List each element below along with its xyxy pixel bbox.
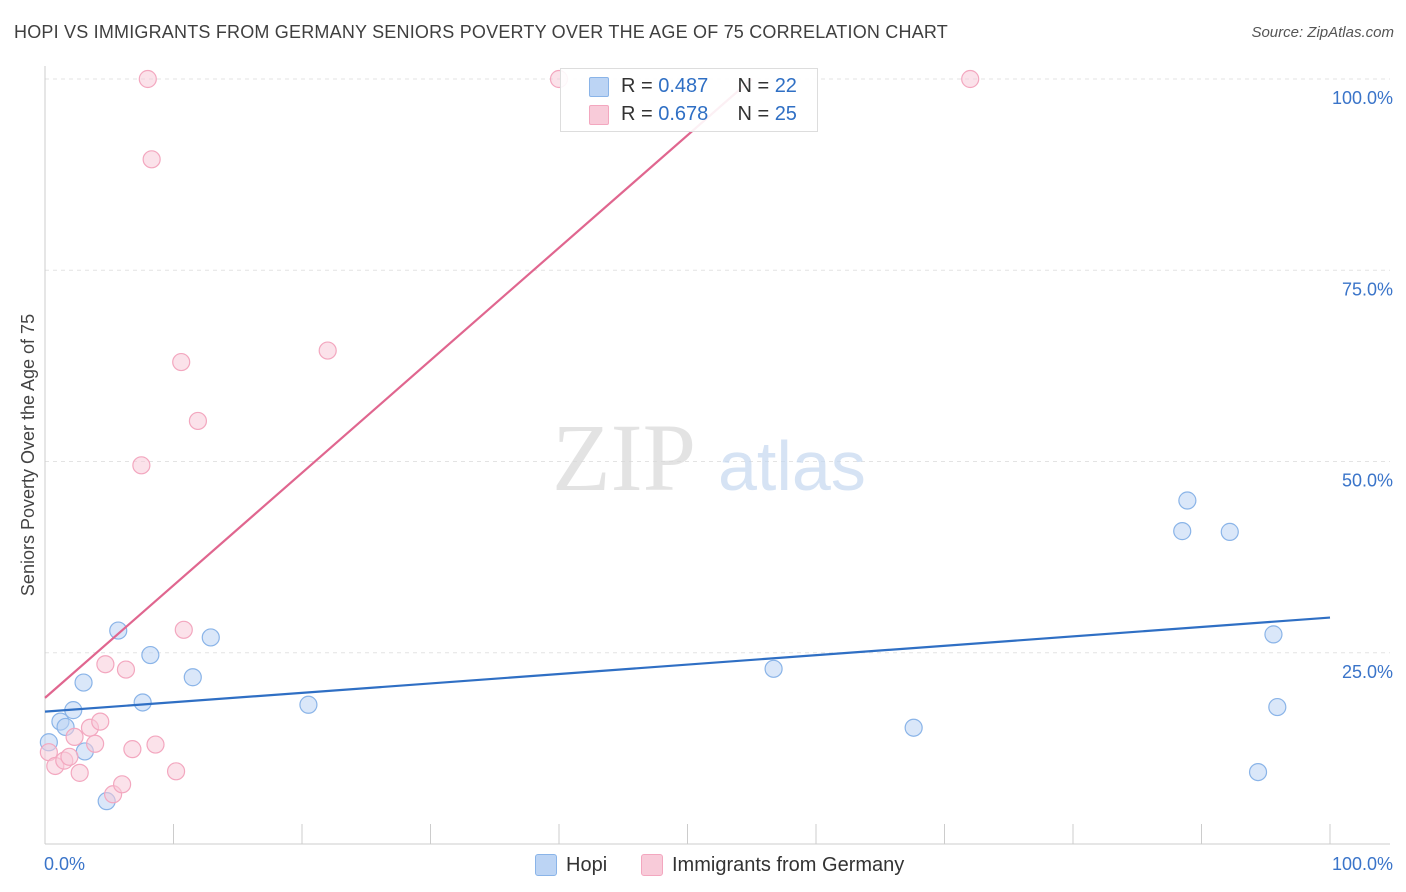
hopi-point — [1248, 762, 1268, 782]
hopi-point — [1220, 522, 1239, 541]
legend-r-value: 0.678 — [658, 103, 709, 125]
germany-trend-line — [44, 78, 753, 699]
germany-point — [112, 775, 132, 794]
y-tick-label: 50.0% — [1342, 471, 1393, 491]
legend-n-label: N = — [737, 75, 775, 97]
legend-n-value: 25 — [774, 103, 797, 125]
germany-point — [138, 69, 157, 89]
germany-point — [188, 411, 208, 431]
chart-title: HOPI VS IMMIGRANTS FROM GERMANY SENIORS … — [14, 22, 948, 42]
chart-source: Source: ZipAtlas.com — [1251, 24, 1394, 41]
series-legend: Hopi Immigrants from Germany — [0, 852, 1406, 878]
series-legend-label-hopi: Hopi — [566, 854, 608, 876]
germany-point — [65, 727, 84, 747]
legend-row-germany: R = 0.678 N = 25 — [621, 101, 797, 127]
series-legend-swatch-hopi — [535, 854, 557, 876]
hopi-trend-line — [44, 616, 1331, 713]
germany-point — [60, 747, 79, 766]
legend-n-label: N = — [737, 103, 775, 125]
germany-point — [174, 620, 193, 639]
legend-n-value: 22 — [774, 75, 797, 97]
germany-point — [318, 341, 337, 360]
germany-point — [132, 456, 151, 475]
germany-point — [961, 69, 980, 89]
x-tick-label: 100.0% — [1332, 854, 1393, 874]
watermark-atlas: atlas — [718, 427, 866, 505]
hopi-point — [133, 693, 152, 712]
germany-point — [116, 660, 136, 679]
hopi-point — [201, 628, 220, 647]
hopi-point — [109, 621, 128, 640]
germany-point — [172, 352, 191, 372]
y-tick-label: 100.0% — [1332, 88, 1393, 108]
series-legend-swatch-germany — [641, 854, 663, 876]
germany-point — [123, 740, 142, 759]
legend-swatch-germany — [589, 105, 609, 125]
legend-r-value: 0.487 — [658, 75, 709, 97]
hopi-point — [1264, 625, 1283, 644]
hopi-point — [299, 695, 318, 714]
hopi-point — [1178, 491, 1197, 510]
germany-point — [91, 712, 110, 731]
watermark-zip: ZIP — [552, 404, 696, 511]
hopi-point — [74, 673, 93, 692]
y-axis-label: Seniors Poverty Over the Age of 75 — [18, 314, 38, 596]
y-tick-label: 25.0% — [1342, 662, 1393, 682]
germany-point — [96, 655, 115, 674]
series-legend-label-germany: Immigrants from Germany — [672, 854, 905, 876]
germany-point — [70, 763, 89, 782]
hopi-point — [1268, 697, 1287, 717]
hopi-point — [183, 668, 202, 687]
legend-r-label: R = — [621, 75, 659, 97]
hopi-point — [764, 659, 783, 678]
hopi-point — [1173, 522, 1192, 541]
legend-swatch-hopi — [589, 77, 609, 97]
germany-point — [146, 735, 165, 754]
germany-point — [142, 150, 161, 169]
correlation-legend: R = 0.487 N = 22 R = 0.678 N = 25 — [560, 68, 818, 132]
y-tick-label: 75.0% — [1342, 279, 1393, 299]
germany-point — [86, 734, 105, 753]
legend-row-hopi: R = 0.487 N = 22 — [621, 73, 797, 99]
legend-r-label: R = — [621, 103, 659, 125]
hopi-point — [904, 718, 923, 737]
germany-point — [166, 762, 186, 781]
x-tick-label: 0.0% — [44, 854, 85, 874]
hopi-point — [141, 645, 160, 665]
